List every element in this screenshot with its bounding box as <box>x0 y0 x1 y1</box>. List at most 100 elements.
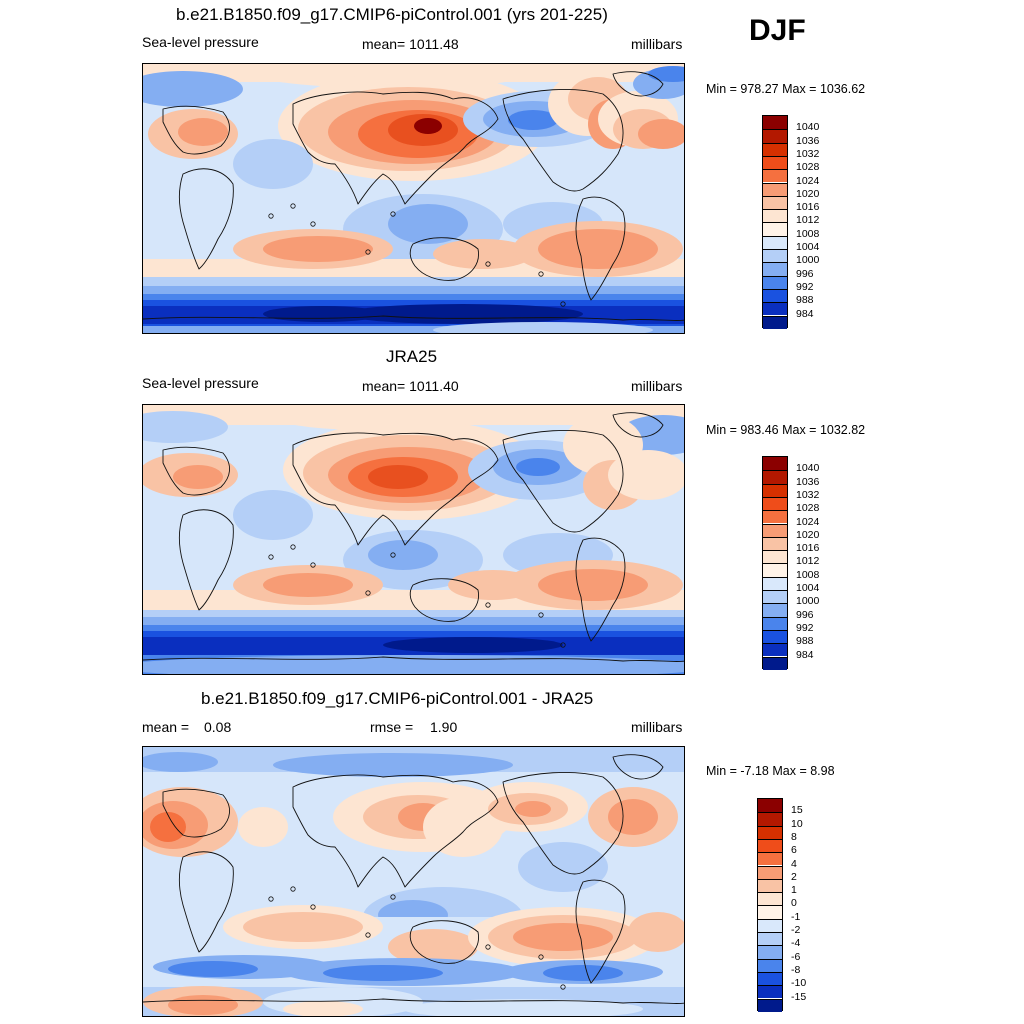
colorbar-tick-label: -15 <box>791 990 807 1003</box>
colorbar-tick-label: 1016 <box>796 542 820 555</box>
colorbar-tick-label: 10 <box>791 817 803 830</box>
colorbar-swatch <box>763 470 787 484</box>
colorbar-tick-label: 15 <box>791 804 803 817</box>
colorbar-tick-label: 1032 <box>796 147 820 160</box>
colorbar-swatch <box>763 182 787 196</box>
panel1-units: millibars <box>631 36 683 52</box>
colorbar-tick-label: -1 <box>791 910 801 923</box>
colorbar-swatch <box>758 892 782 906</box>
panel2-minmax: Min = 983.46 Max = 1032.82 <box>706 423 866 437</box>
colorbar-swatch <box>763 576 787 590</box>
colorbar-swatch <box>763 142 787 156</box>
panel3-map <box>142 746 685 1017</box>
colorbar-tick-label: 1004 <box>796 582 820 594</box>
colorbar-swatch <box>763 129 787 143</box>
colorbar-box <box>762 115 788 329</box>
colorbar-swatch <box>758 985 782 999</box>
colorbar-swatch <box>763 643 787 657</box>
colorbar-tick-label: 996 <box>796 267 814 280</box>
colorbar-swatch <box>758 905 782 919</box>
colorbar-tick-label: 996 <box>796 608 814 621</box>
colorbar-tick-label: 992 <box>796 621 814 634</box>
panel3-title: b.e21.B1850.f09_g17.CMIP6-piControl.001 … <box>201 689 594 708</box>
colorbar-swatch <box>758 838 782 853</box>
colorbar-tick-label: 1024 <box>796 174 820 187</box>
colorbar-swatch <box>763 563 787 577</box>
colorbar-swatch <box>763 235 787 249</box>
colorbar-swatch <box>758 932 782 946</box>
colorbar-swatch <box>763 550 787 564</box>
colorbar-swatch <box>763 249 787 263</box>
colorbar-tick-label: 1008 <box>796 227 820 240</box>
colorbar-swatch <box>758 799 782 813</box>
colorbar-tick-label: 988 <box>796 635 814 648</box>
panel3-minmax: Min = -7.18 Max = 8.98 <box>706 764 835 778</box>
colorbar-tick-label: 2 <box>791 870 797 883</box>
colorbar-swatch <box>758 998 782 1012</box>
colorbar-box <box>762 456 788 670</box>
panel2-units: millibars <box>631 378 683 394</box>
colorbar-swatch <box>758 878 782 893</box>
colorbar-tick-label: 1 <box>791 884 797 897</box>
colorbar-swatch <box>763 510 787 524</box>
colorbar-swatch <box>758 958 782 972</box>
panel2-left-label: Sea-level pressure <box>142 375 259 391</box>
colorbar-tick-label: 1036 <box>796 134 820 147</box>
colorbar-tick-label: 1016 <box>796 201 820 214</box>
panel1-mean: mean= 1011.48 <box>362 36 459 52</box>
colorbar-swatch <box>763 483 787 497</box>
contour-map <box>143 747 684 1016</box>
colorbar-swatch <box>763 262 787 276</box>
colorbar-swatch <box>763 457 787 471</box>
colorbar-tick-label: -2 <box>791 924 801 936</box>
colorbar-tick-label: 984 <box>796 648 814 661</box>
colorbar-tick-label: 1040 <box>796 121 820 134</box>
colorbar-tick-label: 4 <box>791 857 797 870</box>
panel3-rmse-value: 1.90 <box>430 719 458 735</box>
colorbar-tick-label: 1012 <box>796 214 820 227</box>
colorbar-swatch <box>758 852 782 866</box>
colorbar-tick-label: 1012 <box>796 555 820 568</box>
colorbar-tick-label: 6 <box>791 844 797 857</box>
panel2-title: JRA25 <box>386 347 438 366</box>
colorbar-tick-label: -10 <box>791 977 807 990</box>
colorbar-tick-label: 1028 <box>796 502 820 515</box>
colorbar-swatch <box>763 195 787 210</box>
colorbar-tick-label: 1024 <box>796 515 820 528</box>
colorbar-swatch <box>763 315 787 329</box>
colorbar-swatch <box>763 496 787 511</box>
colorbar-swatch <box>758 971 782 986</box>
colorbar-swatch <box>763 616 787 630</box>
colorbar-swatch <box>763 603 787 617</box>
colorbar-tick-label: 992 <box>796 280 814 293</box>
colorbar-swatch <box>758 812 782 826</box>
colorbar-tick-label: 988 <box>796 294 814 307</box>
panel3-rmse-label: rmse = <box>370 719 414 735</box>
colorbar-tick-label: 1000 <box>796 254 820 267</box>
contour-map <box>143 405 684 674</box>
colorbar-swatch <box>763 209 787 223</box>
panel2-mean: mean= 1011.40 <box>362 378 459 394</box>
colorbar-tick-label: 1004 <box>796 241 820 253</box>
panel1-map <box>142 63 685 334</box>
colorbar-swatch <box>763 222 787 236</box>
colorbar-tick-label: 1032 <box>796 488 820 501</box>
colorbar-tick-label: 0 <box>791 897 797 910</box>
panel1-left-label: Sea-level pressure <box>142 34 259 50</box>
colorbar-swatch <box>763 590 787 604</box>
panel1-minmax: Min = 978.27 Max = 1036.62 <box>706 82 866 96</box>
colorbar-swatch <box>763 288 787 303</box>
colorbar-swatch <box>763 656 787 670</box>
colorbar-swatch <box>763 629 787 644</box>
colorbar-swatch <box>758 865 782 879</box>
colorbar-tick-label: 984 <box>796 307 814 320</box>
panel3-mean-value: 0.08 <box>204 719 232 735</box>
colorbar-swatch <box>763 116 787 130</box>
season-label: DJF <box>749 14 806 47</box>
panel3-mean-label: mean = <box>142 719 190 735</box>
colorbar-swatch <box>758 945 782 959</box>
colorbar-swatch <box>763 523 787 537</box>
colorbar-swatch <box>763 302 787 316</box>
colorbar-swatch <box>763 275 787 289</box>
colorbar-tick-label: -6 <box>791 950 801 963</box>
